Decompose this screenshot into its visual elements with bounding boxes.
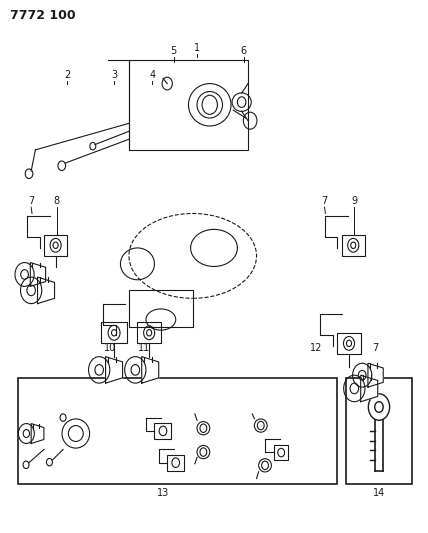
Text: 13: 13 [157, 488, 169, 498]
Text: 7: 7 [372, 343, 379, 353]
Text: 2: 2 [64, 70, 71, 80]
Bar [129, 290, 193, 327]
Polygon shape [30, 263, 46, 286]
Text: 10: 10 [104, 343, 116, 353]
Bar [155, 423, 172, 439]
Bar [18, 378, 337, 484]
Bar [129, 60, 248, 150]
Polygon shape [38, 277, 54, 304]
Text: 6: 6 [241, 46, 247, 56]
Polygon shape [106, 357, 122, 383]
Bar [137, 322, 161, 343]
Text: 12: 12 [310, 343, 322, 353]
Bar [346, 378, 412, 484]
Bar [167, 455, 184, 471]
Text: 1: 1 [194, 43, 200, 53]
Text: 14: 14 [373, 488, 385, 498]
Bar [273, 445, 288, 460]
Polygon shape [31, 424, 44, 443]
Polygon shape [368, 364, 383, 387]
Text: 7772 100: 7772 100 [10, 10, 75, 22]
Text: 11: 11 [138, 343, 150, 353]
Bar [101, 322, 127, 343]
Text: 9: 9 [351, 196, 357, 206]
Text: 5: 5 [170, 46, 177, 56]
Text: 7: 7 [321, 196, 328, 206]
Text: 4: 4 [149, 70, 155, 80]
Text: 8: 8 [54, 196, 60, 206]
Polygon shape [361, 375, 378, 402]
Text: 7: 7 [28, 196, 34, 206]
Polygon shape [142, 357, 159, 383]
Bar [44, 235, 67, 256]
Text: 3: 3 [111, 70, 117, 80]
Bar [337, 333, 361, 354]
Bar [342, 235, 365, 256]
